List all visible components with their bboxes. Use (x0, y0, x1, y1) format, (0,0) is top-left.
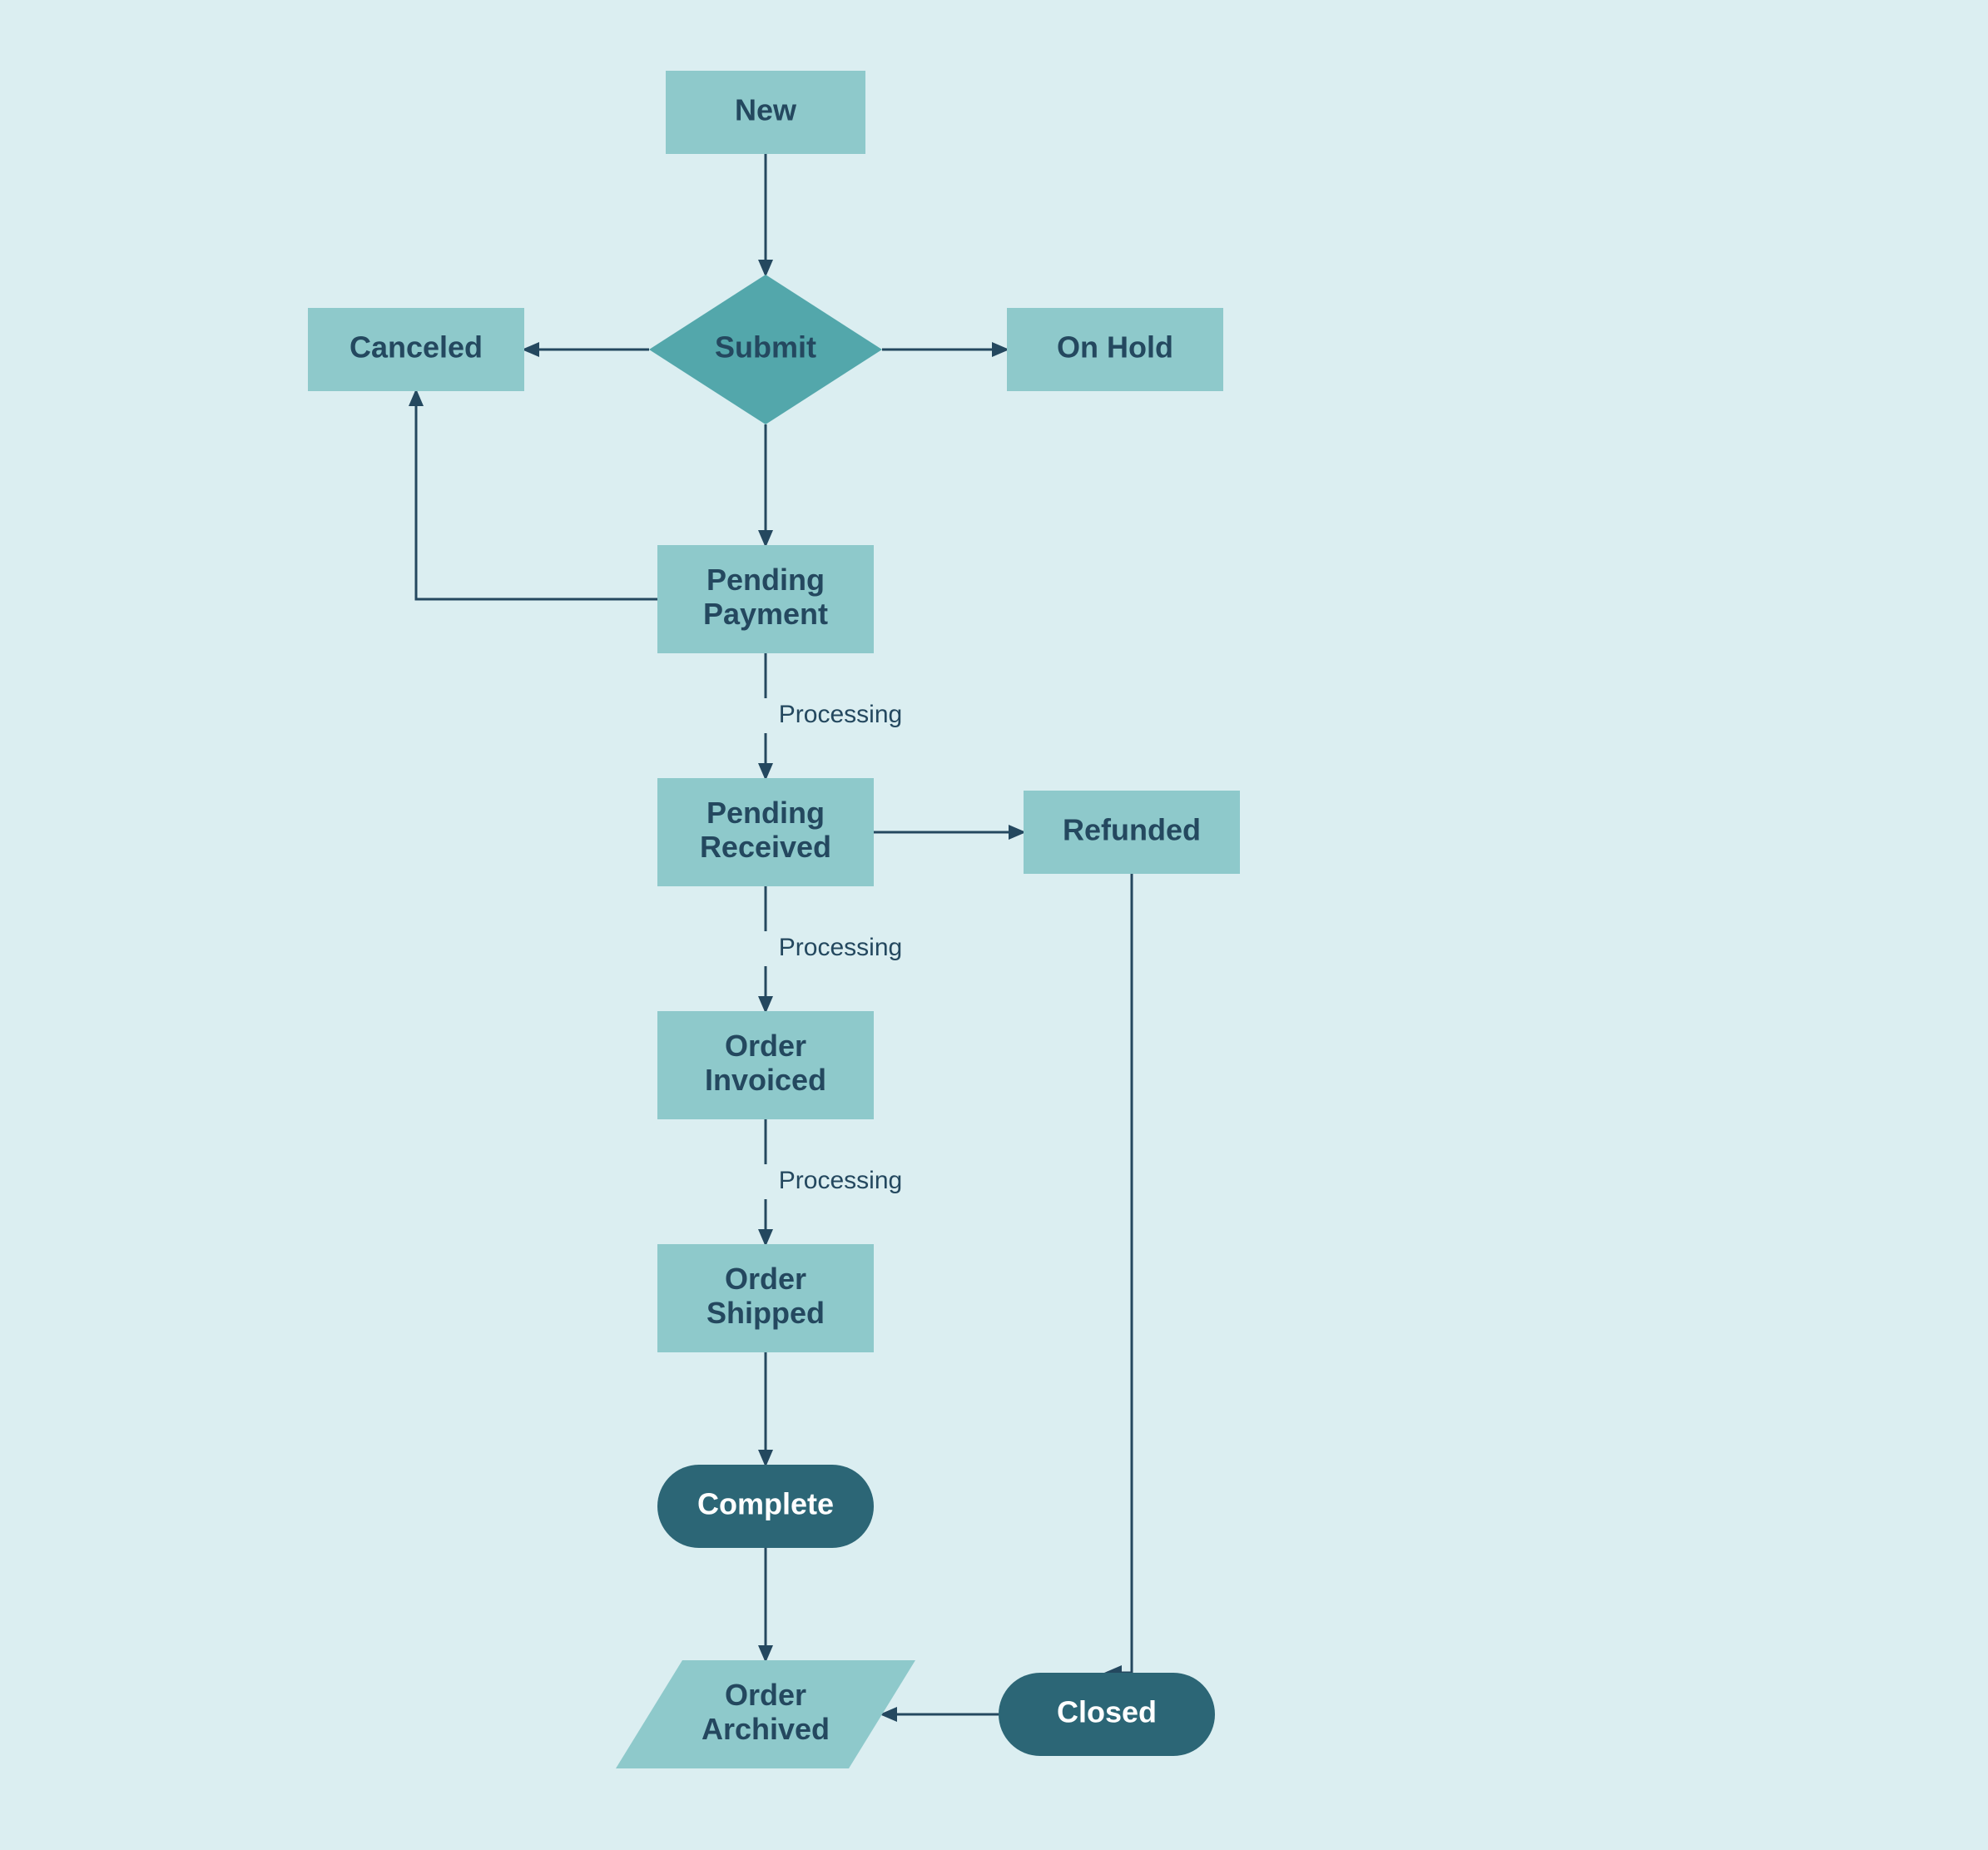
node-group-onhold: On Hold (1007, 308, 1223, 391)
node-group-canceled: Canceled (308, 308, 524, 391)
node-label-pending_received-line0: Pending (706, 796, 825, 830)
node-label-submit: Submit (715, 330, 816, 365)
node-group-new: New (666, 71, 865, 154)
node-label-refunded: Refunded (1063, 813, 1201, 847)
node-label-complete: Complete (697, 1487, 834, 1521)
node-label-order_invoiced-line1: Invoiced (705, 1063, 826, 1097)
node-group-pending_payment: PendingPayment (657, 545, 874, 653)
node-label-pending_payment-line0: Pending (706, 563, 825, 597)
node-label-order_shipped-line0: Order (725, 1262, 806, 1296)
node-group-order_invoiced: OrderInvoiced (657, 1011, 874, 1119)
node-group-closed: Closed (999, 1673, 1215, 1756)
node-label-order_archived-line0: Order (725, 1678, 806, 1712)
node-label-canceled: Canceled (350, 330, 483, 365)
node-label-order_shipped-line1: Shipped (706, 1296, 825, 1330)
node-group-order_shipped: OrderShipped (657, 1244, 874, 1352)
node-label-onhold: On Hold (1057, 330, 1173, 365)
diagram-background (0, 0, 1988, 1850)
node-group-pending_received: PendingReceived (657, 778, 874, 886)
edge-label-order_invoiced-to-order_shipped: Processing (779, 1167, 902, 1194)
node-label-pending_payment-line1: Payment (703, 597, 828, 631)
node-group-refunded: Refunded (1024, 791, 1240, 874)
node-label-closed: Closed (1057, 1695, 1157, 1729)
node-label-pending_received-line1: Received (700, 830, 831, 864)
order-state-flowchart: Processing Processing Processing New Submit C… (0, 0, 1988, 1850)
node-group-complete: Complete (657, 1465, 874, 1548)
edge-label-pending_received-to-order_invoiced: Processing (779, 934, 902, 961)
node-label-new: New (735, 93, 797, 127)
edge-label-pending_payment-to-pending_received: Processing (779, 701, 902, 728)
node-label-order_invoiced-line0: Order (725, 1029, 806, 1063)
node-label-order_archived-line1: Archived (702, 1712, 830, 1746)
